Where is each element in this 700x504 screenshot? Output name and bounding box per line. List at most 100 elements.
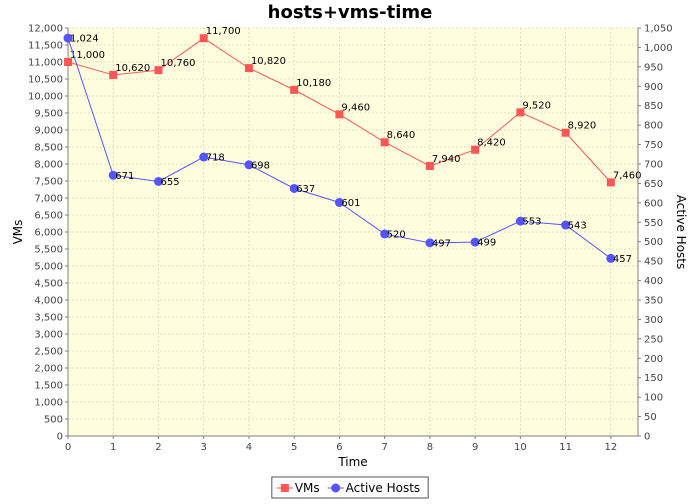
legend-item: VMs	[276, 481, 320, 495]
data-point	[199, 152, 209, 162]
data-point	[290, 85, 299, 94]
x-tick-label: 9	[472, 442, 478, 453]
data-point	[606, 178, 615, 187]
data-label: 497	[432, 238, 451, 249]
data-point	[108, 170, 118, 180]
data-point	[380, 229, 390, 239]
left-tick-label: 1,000	[34, 398, 63, 409]
left-tick-label: 2,000	[34, 364, 63, 375]
right-tick-label: 600	[644, 198, 663, 209]
right-tick-label: 200	[644, 354, 663, 365]
left-tick-label: 3,000	[34, 330, 63, 341]
data-point	[199, 34, 208, 43]
right-tick-label: 550	[644, 218, 663, 229]
data-label: 698	[251, 160, 270, 171]
right-tick-label: 350	[644, 296, 663, 307]
data-point	[109, 70, 118, 79]
data-label: 1,024	[70, 34, 99, 45]
left-tick-label: 9,000	[34, 126, 63, 137]
left-tick-label: 10,000	[28, 92, 63, 103]
x-tick-label: 8	[427, 442, 433, 453]
left-tick-label: 11,000	[28, 58, 63, 69]
left-tick-label: 5,000	[34, 262, 63, 273]
data-label: 718	[206, 153, 225, 164]
x-tick-label: 0	[65, 442, 71, 453]
x-axis-ticks: 0 1 2 3 4 5 6 7 8 9 10 11 12	[65, 436, 617, 453]
left-tick-label: 12,000	[28, 24, 63, 35]
data-point	[153, 176, 163, 186]
left-tick-label: 9,500	[34, 109, 63, 120]
chart-title: hosts+vms-time	[268, 2, 433, 23]
series-vms: 11,000 10,620 10,760 11,700 10,820 10,180 9,46…	[64, 26, 642, 187]
x-tick-label: 2	[155, 442, 161, 453]
left-tick-label: 3,500	[34, 313, 63, 324]
left-tick-label: 4,500	[34, 279, 63, 290]
x-tick-label: 4	[246, 442, 252, 453]
right-tick-label: 500	[644, 237, 663, 248]
left-tick-label: 5,500	[34, 245, 63, 256]
data-label: 7,460	[613, 170, 642, 181]
data-label: 10,820	[251, 56, 286, 67]
right-tick-label: 400	[644, 276, 663, 287]
data-point	[244, 64, 253, 73]
data-label: 10,760	[160, 58, 195, 69]
right-tick-label: 950	[644, 62, 663, 73]
left-tick-label: 6,000	[34, 228, 63, 239]
data-point	[289, 183, 299, 193]
left-tick-label: 0	[57, 432, 63, 443]
data-label: 457	[613, 254, 632, 265]
data-point	[470, 237, 480, 247]
right-tick-label: 900	[644, 82, 663, 93]
series-active-hosts: 1,024 671 655 718 698 637 601 520 497 499 553 543 45…	[63, 33, 632, 265]
legend-item: Active Hosts	[327, 481, 420, 495]
data-label: 520	[387, 229, 406, 240]
data-point	[380, 138, 389, 147]
data-label: 499	[477, 238, 496, 249]
x-tick-label: 5	[291, 442, 297, 453]
legend: VMs Active Hosts	[271, 476, 429, 499]
right-tick-label: 450	[644, 257, 663, 268]
data-point	[63, 33, 73, 43]
right-tick-label: 650	[644, 179, 663, 190]
data-point	[425, 238, 435, 248]
x-tick-label: 12	[604, 442, 617, 453]
left-tick-label: 7,000	[34, 194, 63, 205]
left-tick-label: 10,500	[28, 75, 63, 86]
x-tick-label: 6	[336, 442, 342, 453]
data-label: 8,420	[477, 138, 506, 149]
legend-box	[271, 476, 429, 499]
right-axis-ticks: 0 50 100 150 200 250 300 350 400 450 500 550 600 650 7…	[638, 24, 673, 443]
right-tick-label: 700	[644, 160, 663, 171]
right-tick-label: 1,050	[644, 24, 673, 35]
data-point	[334, 197, 344, 207]
data-label: 8,640	[387, 130, 416, 141]
right-tick-label: 850	[644, 101, 663, 112]
data-point	[471, 145, 480, 154]
right-tick-label: 250	[644, 334, 663, 345]
right-tick-label: 100	[644, 393, 663, 404]
left-tick-label: 2,500	[34, 347, 63, 358]
legend-label: VMs	[295, 481, 320, 495]
legend-marker	[280, 484, 289, 492]
right-tick-label: 150	[644, 373, 663, 384]
data-point	[516, 108, 525, 117]
data-label: 9,460	[341, 102, 370, 113]
legend-marker	[331, 483, 341, 493]
data-label: 8,920	[568, 121, 597, 132]
left-tick-label: 11,500	[28, 41, 63, 52]
series: 11,000 10,620 10,760 11,700 10,820 10,180 9,46…	[63, 26, 642, 265]
right-tick-label: 0	[644, 432, 650, 443]
x-tick-label: 11	[559, 442, 572, 453]
x-tick-label: 1	[110, 442, 116, 453]
data-point	[244, 160, 254, 170]
x-tick-label: 7	[381, 442, 387, 453]
data-point	[64, 58, 72, 66]
data-label: 11,000	[70, 50, 105, 61]
data-label: 10,620	[115, 63, 150, 74]
data-label: 11,700	[206, 26, 241, 37]
x-tick-label: 3	[201, 442, 207, 453]
data-point	[154, 66, 163, 75]
gridlines	[67, 27, 638, 437]
right-axis-title: Active Hosts	[674, 195, 688, 270]
right-tick-label: 300	[644, 315, 663, 326]
